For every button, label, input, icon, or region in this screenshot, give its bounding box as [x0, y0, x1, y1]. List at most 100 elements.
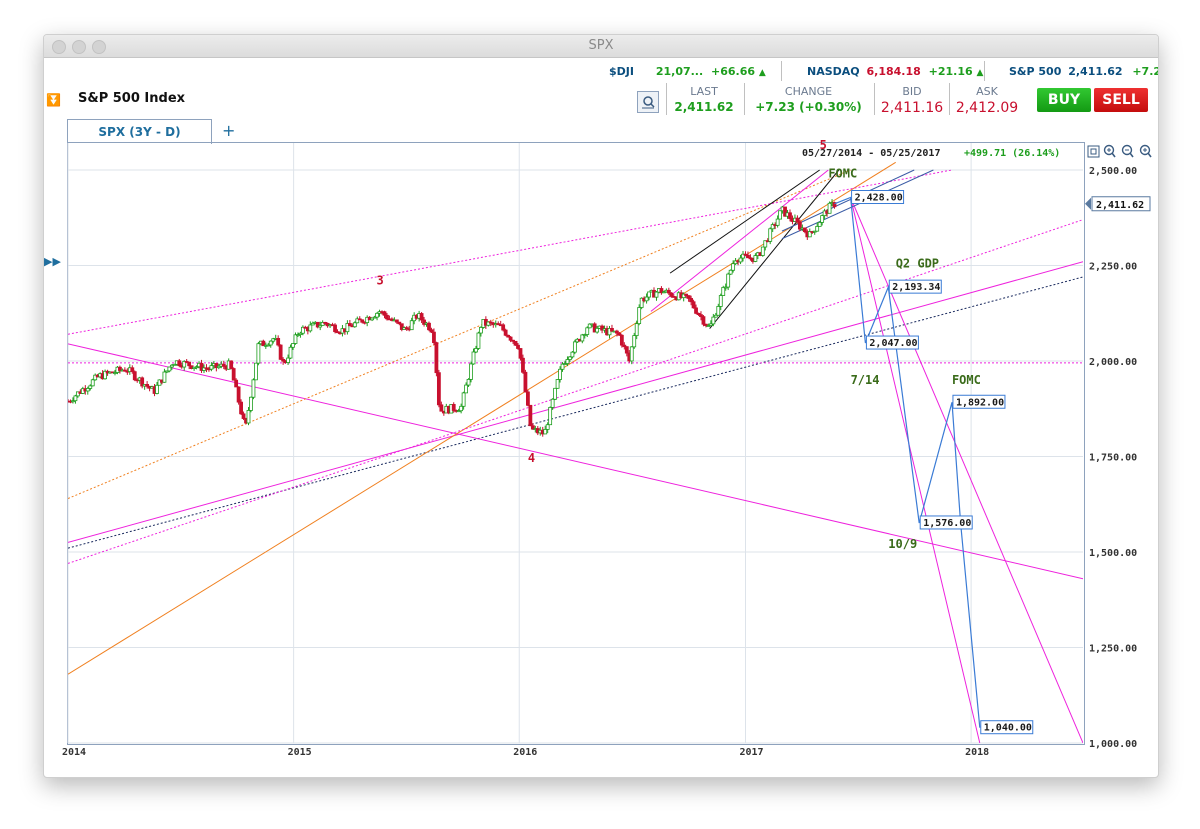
tab-spx[interactable]: SPX (3Y - D) [67, 119, 212, 144]
y-tick-label: 2,000.00 [1089, 357, 1137, 368]
chart-annotation: FOMC [952, 373, 981, 387]
candle-body [812, 230, 817, 233]
candle-body [298, 332, 303, 335]
candle-body [572, 341, 577, 353]
candle-body [666, 289, 671, 294]
projection-line [834, 196, 981, 728]
price-label: 2,047.00 [865, 335, 919, 350]
candle-body [807, 231, 812, 238]
chart-annotation: Q2 GDP [896, 256, 939, 270]
trend-line [650, 169, 829, 312]
candle-body [565, 359, 570, 364]
candle-body [335, 331, 340, 334]
trend-line [850, 197, 1083, 743]
candle-body [775, 218, 780, 226]
candle-body [234, 379, 239, 388]
quote-settings-button[interactable] [637, 91, 659, 113]
price-label: 2,193.34 [888, 279, 942, 294]
price-tag-arrow-icon [1085, 197, 1091, 210]
price-label-text: 2,193.34 [892, 282, 940, 293]
fit-screen-icon[interactable] [1087, 145, 1100, 158]
candle-body [476, 332, 481, 349]
candle-body [689, 298, 693, 303]
buy-button[interactable]: BUY [1037, 88, 1091, 112]
expand-panel-icon[interactable]: ▶▶ [44, 255, 61, 268]
candle-body [728, 269, 733, 275]
sell-button[interactable]: SELL [1094, 88, 1148, 112]
candle-body [286, 357, 290, 363]
candle-body [530, 425, 535, 430]
candle-body [456, 410, 461, 413]
candle-body [404, 327, 409, 330]
candle-body [187, 361, 192, 367]
candle-body [760, 246, 765, 256]
candle-body [249, 396, 253, 411]
candle-body [713, 314, 718, 318]
candle-body [716, 306, 721, 316]
candle-body [172, 363, 177, 366]
candle-body [246, 410, 251, 424]
candle-body [394, 319, 399, 323]
candle-body [229, 360, 234, 369]
candle-body [291, 343, 295, 348]
candle-body [639, 297, 644, 308]
candle-body [721, 287, 726, 296]
zoom-reset-icon[interactable] [1139, 144, 1152, 158]
candle-body [699, 314, 703, 318]
minimize-window-button[interactable] [72, 40, 86, 54]
candle-body [221, 363, 226, 367]
price-label-text: 1,576.00 [923, 518, 971, 529]
zoom-out-icon[interactable] [1121, 144, 1134, 158]
ticker-sp500[interactable]: S&P 500 2,411.62 +7.23 [1009, 65, 1158, 78]
candle-body [778, 210, 783, 220]
candle-body [296, 334, 300, 336]
candle-body [360, 319, 365, 323]
candle-body [320, 321, 325, 326]
zoom-window-button[interactable] [92, 40, 106, 54]
candle-body [419, 313, 424, 321]
ticker-change: +66.66 [711, 65, 756, 78]
y-tick-label: 2,500.00 [1089, 166, 1137, 177]
trend-line [68, 261, 1083, 543]
candle-body [90, 379, 95, 387]
collapse-chevron-icon[interactable]: ⏬ [46, 93, 61, 107]
price-label: 1,892.00 [952, 394, 1006, 409]
candle-body [236, 386, 241, 403]
candle-body [370, 317, 375, 321]
add-tab-button[interactable]: + [222, 121, 236, 140]
candle-body [503, 329, 508, 336]
ticker-value: 2,411.62 [1068, 65, 1123, 78]
candle-body [632, 335, 637, 348]
x-tick-label: 2015 [288, 747, 312, 758]
candle-body [731, 263, 736, 271]
candle-body [256, 343, 261, 364]
close-window-button[interactable] [52, 40, 66, 54]
candle-body [209, 365, 214, 370]
candle-body [278, 344, 283, 360]
candle-body [113, 372, 117, 374]
candle-body [459, 405, 464, 412]
candle-body [130, 367, 135, 373]
chart-annotation: 5 [820, 138, 827, 152]
ticker-nasdaq[interactable]: NASDAQ 6,184.18 +21.16 ▲ [807, 65, 983, 78]
candle-body [570, 351, 575, 358]
date-range-label: 05/27/2014 - 05/25/2017 [802, 148, 940, 159]
candle-body [516, 344, 520, 349]
zoom-in-icon[interactable] [1103, 144, 1116, 158]
candle-body [684, 293, 689, 296]
candle-body [753, 255, 758, 262]
title-bar: SPX [44, 35, 1158, 58]
price-tag-box [1091, 196, 1151, 212]
candle-body [706, 325, 711, 327]
price-chart[interactable]: 2,500.00 2,250.00 2,000.00 1,750.00 1,500.00… [44, 35, 1158, 777]
candle-body [741, 253, 745, 259]
candle-body [145, 384, 150, 387]
candle-body [199, 362, 204, 371]
candle-body [545, 424, 550, 430]
up-arrow-icon: ▲ [976, 68, 984, 78]
candle-body [167, 366, 172, 372]
candle-body [300, 326, 305, 334]
candle-body [820, 215, 825, 223]
ticker-dji[interactable]: $DJI 21,07... +66.66 ▲ [609, 65, 766, 78]
candle-body [746, 254, 750, 259]
